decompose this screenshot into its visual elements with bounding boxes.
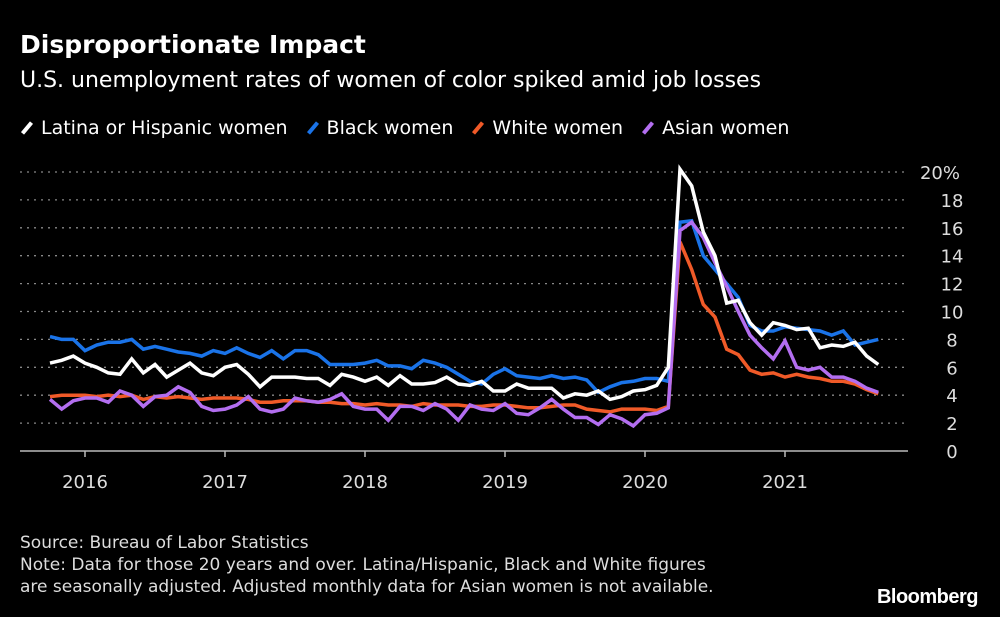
y-tick-label: 4 [946,386,957,407]
legend: Latina or Hispanic women Black women White… [20,117,789,139]
y-tick-label: 20% [920,163,960,184]
y-tick-label: 8 [946,330,957,351]
legend-item: Black women [306,117,454,139]
legend-item: White women [471,117,623,139]
legend-label: Asian women [662,117,790,139]
series-line-latina-or-hispanic-women [49,164,880,402]
footnote: Source: Bureau of Labor Statistics Note:… [20,532,714,598]
y-tick-label: 18 [941,191,964,212]
y-tick-label: 10 [941,303,964,324]
x-tick-label: 2017 [202,472,248,493]
legend-label: White women [492,117,624,139]
x-tick-label: 2018 [342,472,388,493]
series-line-asian-women [48,219,879,429]
x-tick-label: 2020 [622,472,668,493]
x-tick-label: 2019 [482,472,528,493]
chart-subtitle: U.S. unemployment rates of women of colo… [20,68,762,93]
source-text: Source: Bureau of Labor Statistics [20,533,309,553]
y-tick-label: 14 [941,247,964,268]
y-tick-label: 2 [946,414,957,435]
legend-item: Latina or Hispanic women [20,117,288,139]
y-tick-label: 16 [941,219,964,240]
y-tick-label: 12 [941,275,964,296]
legend-item: Asian women [641,117,789,139]
series-line-white-women [49,241,879,414]
note-line-1: Note: Data for those 20 years and over. … [20,555,706,575]
y-tick-label: 6 [946,358,957,379]
chart-title: Disproportionate Impact [20,30,366,59]
x-tick-label: 2016 [62,472,108,493]
legend-label: Latina or Hispanic women [41,117,288,139]
y-tick-label: 0 [946,442,957,463]
x-tick-label: 2021 [762,472,808,493]
legend-label: Black women [326,117,454,139]
note-line-2: are seasonally adjusted. Adjusted monthl… [20,577,714,597]
bloomberg-logo: Bloomberg [876,586,979,608]
